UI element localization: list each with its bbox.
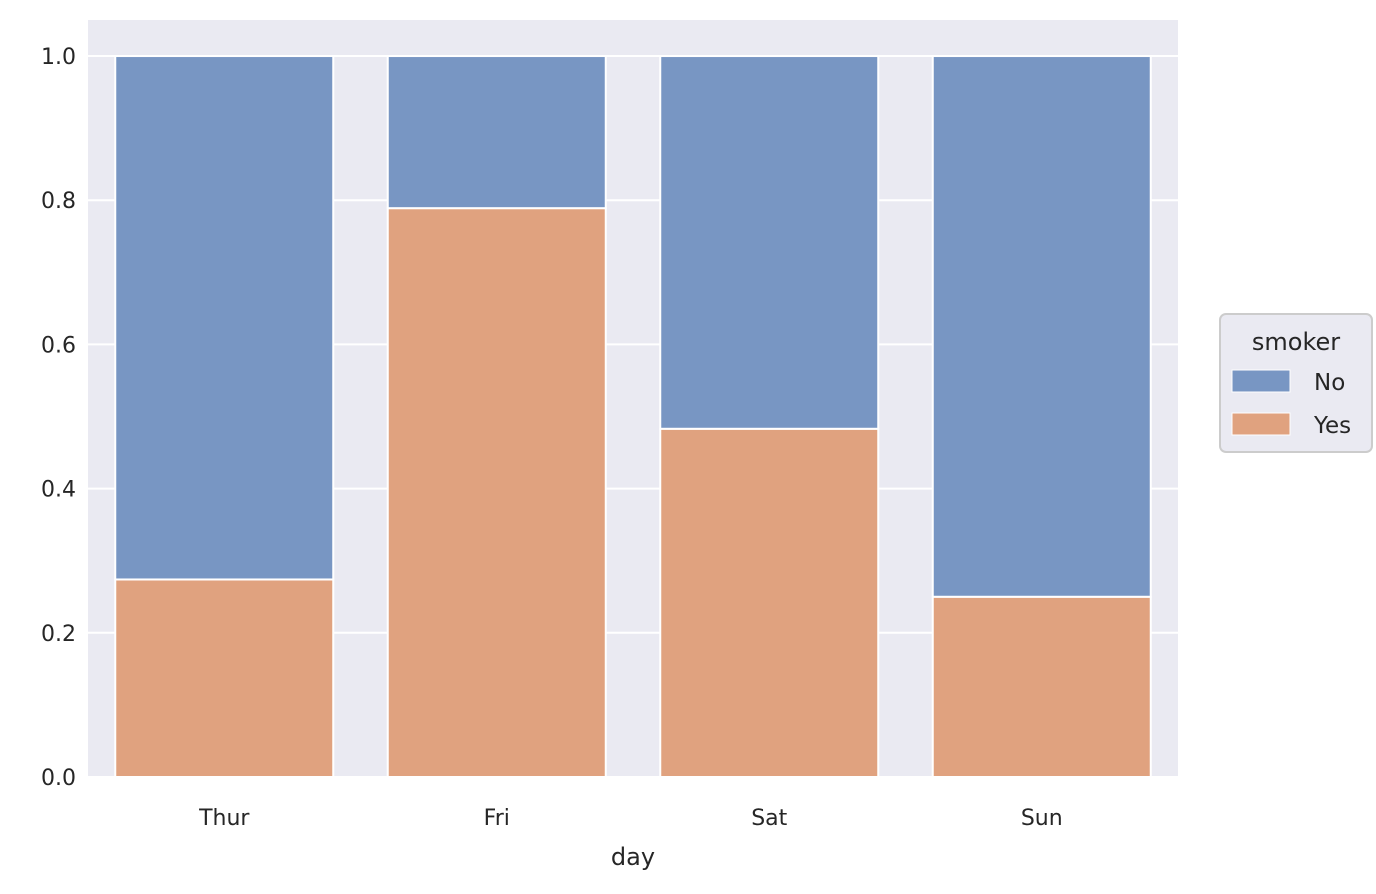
legend-swatch-no [1231, 369, 1291, 393]
bar-yes-sat [659, 427, 880, 778]
y-tick-label: 0.2 [41, 622, 76, 647]
legend-label-yes: Yes [1313, 413, 1351, 439]
x-tick-label: Thur [198, 806, 250, 831]
bar-yes-sun [931, 595, 1152, 778]
x-tick-label: Fri [484, 806, 510, 831]
legend-label-no: No [1314, 370, 1345, 396]
legend-entries: No Yes [1231, 369, 1351, 439]
y-axis-ticks: 0.0 0.2 0.4 0.6 0.8 1.0 [41, 45, 76, 791]
x-axis-label: day [611, 843, 655, 871]
bar-no-fri [386, 55, 607, 210]
x-tick-label: Sun [1021, 806, 1063, 831]
legend-title: smoker [1252, 328, 1340, 356]
x-axis-ticks: Thur Fri Sat Sun [198, 806, 1063, 831]
x-tick-label: Sat [751, 806, 787, 831]
bar-no-thur [114, 55, 335, 581]
bar-no-sun [931, 55, 1152, 598]
y-tick-label: 0.0 [41, 766, 76, 791]
legend: smoker No Yes [1219, 313, 1373, 453]
legend-swatch-yes [1231, 412, 1291, 436]
bar-no-sat [659, 55, 880, 430]
y-tick-label: 0.8 [41, 189, 76, 214]
bars [114, 55, 1152, 778]
y-tick-label: 0.4 [41, 478, 76, 503]
y-tick-label: 1.0 [41, 45, 76, 70]
bar-yes-fri [386, 207, 607, 778]
bar-yes-thur [114, 578, 335, 778]
y-tick-label: 0.6 [41, 333, 76, 358]
